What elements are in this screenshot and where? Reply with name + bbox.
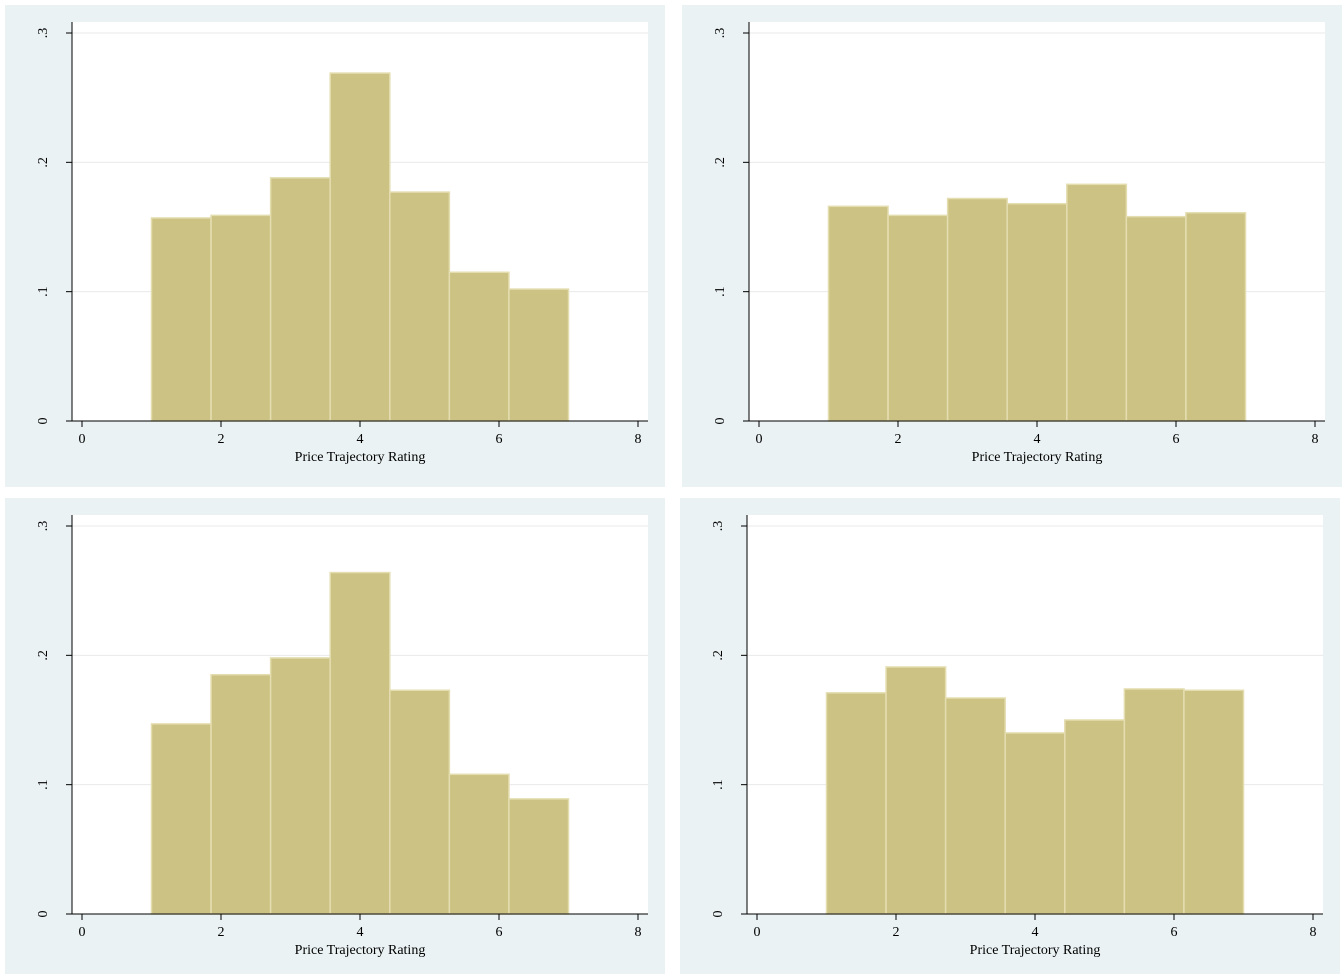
x-axis-label: Price Trajectory Rating bbox=[972, 450, 1103, 465]
bar bbox=[1183, 689, 1245, 915]
y-tick-label: 0 bbox=[713, 418, 728, 425]
bar bbox=[210, 214, 272, 422]
x-axis-label: Price Trajectory Rating bbox=[295, 450, 426, 465]
x-tick-label: 4 bbox=[357, 925, 364, 940]
x-tick-label: 6 bbox=[1173, 432, 1180, 447]
bar bbox=[150, 217, 212, 422]
bar bbox=[1004, 732, 1066, 915]
bar bbox=[389, 191, 451, 422]
y-tick-label: .1 bbox=[711, 779, 726, 790]
bar bbox=[269, 177, 331, 422]
x-tick-label: 2 bbox=[893, 925, 900, 940]
bar bbox=[508, 288, 570, 422]
y-tick-label: .1 bbox=[36, 779, 51, 790]
bar bbox=[1064, 719, 1126, 915]
x-tick-label: 8 bbox=[635, 432, 642, 447]
x-tick-label: 8 bbox=[1310, 925, 1317, 940]
y-tick-label: .3 bbox=[713, 28, 728, 39]
x-tick-label: 0 bbox=[754, 925, 761, 940]
bar bbox=[885, 666, 947, 915]
bar bbox=[329, 571, 391, 915]
x-tick-label: 2 bbox=[218, 432, 225, 447]
x-tick-label: 0 bbox=[756, 432, 763, 447]
bar bbox=[1123, 688, 1185, 915]
y-tick-label: .2 bbox=[36, 157, 51, 168]
y-tick-label: 0 bbox=[36, 418, 51, 425]
bar bbox=[389, 689, 451, 915]
y-tick-label: .2 bbox=[36, 650, 51, 661]
x-tick-label: 6 bbox=[496, 925, 503, 940]
bar bbox=[448, 271, 510, 422]
x-tick-label: 4 bbox=[357, 432, 364, 447]
bar bbox=[210, 673, 272, 915]
x-tick-label: 8 bbox=[635, 925, 642, 940]
bar bbox=[150, 723, 212, 915]
y-tick-label: 0 bbox=[711, 911, 726, 918]
y-tick-label: .1 bbox=[36, 286, 51, 297]
x-axis-label: Price Trajectory Rating bbox=[295, 943, 426, 958]
bar bbox=[944, 697, 1006, 915]
x-tick-label: 2 bbox=[895, 432, 902, 447]
y-tick-label: .3 bbox=[36, 521, 51, 532]
y-tick-label: 0 bbox=[36, 911, 51, 918]
bar bbox=[1185, 212, 1247, 422]
x-tick-label: 2 bbox=[218, 925, 225, 940]
bar bbox=[448, 773, 510, 915]
bar bbox=[269, 657, 331, 915]
bar bbox=[1006, 202, 1068, 422]
x-tick-label: 6 bbox=[496, 432, 503, 447]
bar bbox=[329, 72, 391, 422]
bar bbox=[1125, 215, 1187, 422]
x-tick-label: 6 bbox=[1171, 925, 1178, 940]
bar bbox=[946, 197, 1008, 422]
x-tick-label: 0 bbox=[79, 925, 86, 940]
y-tick-label: .3 bbox=[711, 521, 726, 532]
y-tick-label: .2 bbox=[711, 650, 726, 661]
bar bbox=[508, 798, 570, 915]
x-tick-label: 4 bbox=[1032, 925, 1039, 940]
x-axis-label: Price Trajectory Rating bbox=[970, 943, 1101, 958]
x-tick-label: 0 bbox=[79, 432, 86, 447]
y-tick-label: .3 bbox=[36, 28, 51, 39]
y-tick-label: .1 bbox=[713, 286, 728, 297]
bar bbox=[825, 692, 887, 915]
bar bbox=[887, 214, 949, 422]
y-tick-label: .2 bbox=[713, 157, 728, 168]
bar bbox=[827, 205, 889, 422]
bar bbox=[1066, 183, 1128, 422]
x-tick-label: 8 bbox=[1312, 432, 1319, 447]
x-tick-label: 4 bbox=[1034, 432, 1041, 447]
